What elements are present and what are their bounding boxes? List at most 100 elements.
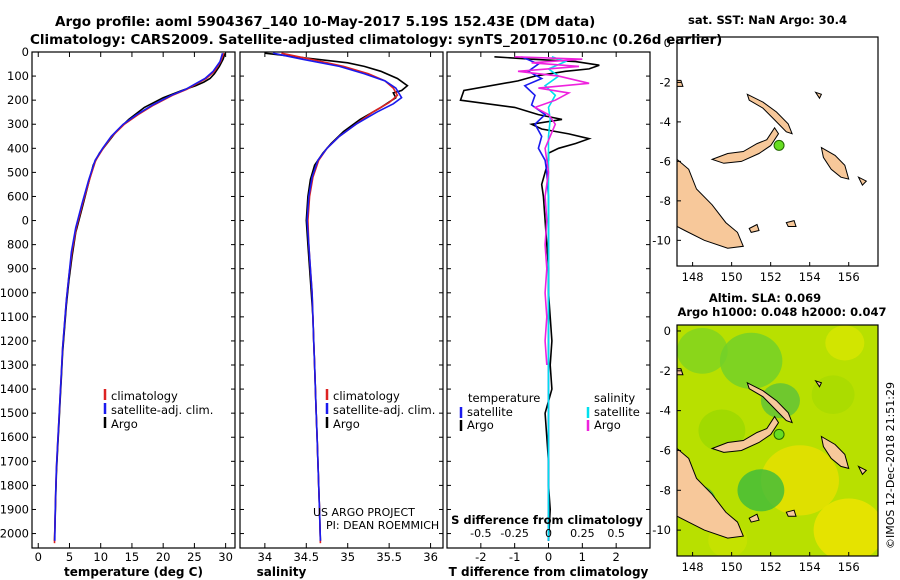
- sla-sla-patch: [811, 375, 855, 415]
- temperature-xtick-label: 25: [187, 550, 202, 564]
- credit-line2: PI: DEAN ROEMMICH: [326, 519, 439, 532]
- temperature-xtick-label: 30: [218, 550, 233, 564]
- sla-sla-patch: [719, 332, 783, 389]
- difference-top-tick-label: 0.25: [570, 527, 595, 540]
- difference-xtick-label: -1: [509, 550, 520, 564]
- difference-xtick-label: 1: [579, 550, 586, 564]
- sst-xtick-label: 150: [721, 270, 743, 284]
- difference-xtick-label: 0: [545, 550, 552, 564]
- temperature-ytick-label: 900: [7, 262, 29, 276]
- sla-xtick-label: 150: [721, 560, 743, 574]
- temperature-ytick-label: 300: [7, 117, 29, 131]
- sst-xtick-label: 148: [682, 270, 704, 284]
- sla-map-panel: 148 150 152 154 156 0 -2 -4 -6 -8 -10 Altim. SLA: 0…: [652, 291, 886, 574]
- salinity-legend-item: climatology: [333, 389, 400, 403]
- sst-land-6: [748, 223, 760, 233]
- sla-land-7: [857, 465, 868, 476]
- temperature-ytick-label: 200: [7, 93, 29, 107]
- sla-float-marker: [773, 428, 785, 440]
- temperature-ytick-label: 800: [7, 238, 29, 252]
- sla-xtick-label: 152: [760, 560, 782, 574]
- imos-stamp: ©IMOS 12-Dec-2018 21:51:29: [884, 382, 897, 549]
- difference-xtick-label: -2: [475, 550, 486, 564]
- difference-panel: -2 -1 0 1 2T difference from climatology -0.5…: [446, 51, 651, 579]
- salinity-frame: [239, 51, 444, 549]
- sla-title-line1: Altim. SLA: 0.069: [709, 291, 821, 305]
- difference-top-tick-label: 0.5: [607, 527, 625, 540]
- difference-legend-right-item: satellite: [594, 405, 640, 419]
- salinity-xlabel: salinity: [257, 565, 307, 579]
- salinity-xtick-label: 35: [340, 550, 355, 564]
- sst-ytick-label: -8: [660, 194, 671, 208]
- temperature-ytick-label: 1200: [0, 334, 29, 348]
- sst-title: sat. SST: NaN Argo: 30.4: [688, 13, 847, 27]
- temperature-xtick-label: 5: [66, 550, 73, 564]
- sla-sla-patch: [698, 409, 746, 452]
- temperature-xtick-label: 15: [125, 550, 140, 564]
- sst-ytick-label: 0: [664, 36, 671, 50]
- sla-land-8: [814, 379, 823, 388]
- sst-ytick-label: -10: [652, 233, 671, 247]
- credit-line1: US ARGO PROJECT: [313, 506, 415, 519]
- difference-top-tick-label: 0: [545, 527, 552, 540]
- header-line2: Climatology: CARS2009. Satellite-adjuste…: [30, 32, 722, 48]
- sla-land-0: [710, 415, 780, 453]
- temperature-ytick-label: 1800: [0, 478, 29, 492]
- temperature-ytick-label: 400: [7, 141, 29, 155]
- sst-ytick-label: -6: [660, 154, 671, 168]
- salinity-legend-item: satellite-adj. clim.: [333, 403, 435, 417]
- sst-float-marker: [773, 139, 785, 151]
- sst-ytick-label: -4: [660, 115, 671, 129]
- sla-ytick-label: -2: [660, 364, 671, 378]
- sst-land-5: [785, 219, 797, 227]
- sst-xtick-label: 152: [760, 270, 782, 284]
- sst-land-1: [746, 93, 793, 135]
- difference-legend-left-item: Argo: [467, 418, 494, 432]
- difference-legend-left-item: satellite: [467, 405, 513, 419]
- salinity-xtick-label: 34.5: [293, 550, 319, 564]
- temperature-legend-item: Argo: [111, 417, 138, 431]
- difference-xtick-label: 2: [613, 550, 620, 564]
- sst-land-4: [677, 79, 684, 87]
- sla-land-6: [748, 513, 760, 523]
- difference-top-tick-label: -0.25: [500, 527, 528, 540]
- sla-land-3: [820, 435, 850, 470]
- difference-legend-left-title: temperature: [468, 391, 540, 405]
- sla-sla-patch: [737, 469, 785, 512]
- sst-xtick-label: 156: [838, 270, 860, 284]
- sst-land-8: [814, 91, 823, 100]
- temperature-ytick-label: 1400: [0, 382, 29, 396]
- temperature-series-argo: [53, 52, 226, 541]
- sla-land-1: [746, 381, 793, 424]
- temperature-frame: [31, 51, 236, 549]
- temperature-ytick-label: 1000: [0, 286, 29, 300]
- sla-title-line2: Argo h1000: 0.048 h2000: 0.047: [677, 305, 886, 319]
- temperature-ytick-label: 2000: [0, 527, 29, 541]
- salinity-xtick-label: 36: [423, 550, 438, 564]
- sla-ytick-label: -10: [652, 523, 671, 537]
- sst-land-3: [820, 146, 850, 180]
- sla-land-2: [677, 447, 745, 539]
- temperature-series-climatology: [53, 52, 225, 544]
- sla-xtick-label: 156: [838, 560, 860, 574]
- temperature-ytick-label: 1900: [0, 502, 29, 516]
- temperature-ytick-label: 1500: [0, 406, 29, 420]
- sst-map-panel: 148 150 152 154 156 0 -2 -4 -6 -8 -10 sat. SST: NaN…: [652, 13, 879, 284]
- sla-sla-patch: [813, 498, 878, 556]
- sla-ytick-label: -4: [660, 404, 671, 418]
- sla-sla-patch: [825, 325, 865, 361]
- salinity-panel: 34 34.5 35 35.5 36 salinity climatologysatelli…: [239, 51, 444, 579]
- temperature-xtick-label: 0: [35, 550, 42, 564]
- sla-ytick-label: 0: [664, 324, 671, 338]
- salinity-series-argo: [264, 52, 409, 541]
- sla-sla-patch: [677, 328, 728, 374]
- salinity-xtick-label: 34: [258, 550, 273, 564]
- temperature-ytick-label: 1100: [0, 310, 29, 324]
- temperature-ytick-label: 1300: [0, 358, 29, 372]
- difference-legend-right-item: Argo: [594, 418, 621, 432]
- sla-sla-patch: [760, 383, 800, 419]
- sst-land-2: [677, 158, 745, 249]
- sst-xtick-label: 154: [799, 270, 821, 284]
- salinity-series-satellite-adj-clim-: [272, 52, 403, 541]
